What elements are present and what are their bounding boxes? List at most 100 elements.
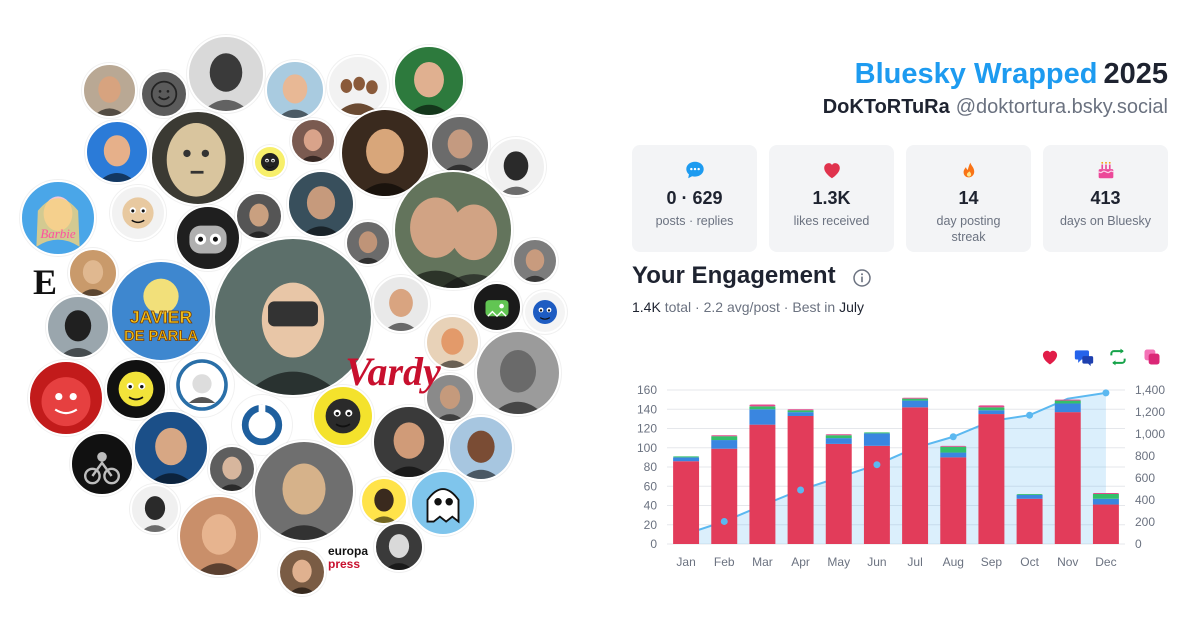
bar-replies [711, 440, 738, 449]
avatar [278, 548, 326, 596]
year-title: 2025 [1103, 58, 1168, 90]
avatar-image [194, 514, 244, 575]
avatar [265, 60, 325, 120]
bar-reposts [1016, 493, 1043, 495]
bar-replies [1054, 403, 1081, 413]
bar-reposts [825, 435, 852, 439]
bar-likes [787, 415, 814, 544]
avatar [410, 470, 476, 536]
avatar [486, 137, 546, 197]
y-left-tick-label: 60 [644, 479, 658, 493]
avatar-image [492, 350, 544, 414]
avatar-image [407, 61, 451, 115]
y-right-tick-label: 1,200 [1135, 405, 1165, 419]
avatar [170, 353, 234, 417]
europa-word: europa [328, 544, 369, 558]
avatar-image [498, 151, 534, 195]
y-left-tick-label: 120 [637, 422, 657, 436]
stat-value: 14 [958, 188, 979, 208]
bar-reposts [1054, 400, 1081, 404]
replies-legend-reply-icon[interactable] [1074, 347, 1094, 367]
stat-value: 413 [1090, 188, 1121, 208]
avatar-image [244, 282, 342, 395]
avatar [130, 484, 180, 534]
bar-replies [863, 433, 890, 446]
avatar-image [300, 129, 326, 162]
cumulative-point [720, 517, 728, 525]
y-left-tick-label: 0 [650, 537, 657, 551]
bar-reposts [749, 406, 776, 410]
avatar-image [41, 377, 91, 427]
barbie-word: Barbie [40, 226, 76, 241]
bar-replies [787, 412, 814, 416]
x-tick-label: Nov [1057, 555, 1078, 569]
y-left-tick-label: 160 [637, 383, 657, 397]
bar-replies [1016, 494, 1043, 499]
quotes-legend-quote-icon[interactable] [1142, 347, 1162, 367]
y-right-tick-label: 400 [1135, 493, 1155, 507]
stat-value: 0 · 629 [666, 188, 723, 208]
europa-press-logo: europa press [328, 545, 374, 570]
y-right-tick-label: 0 [1135, 537, 1142, 551]
x-tick-label: Aug [943, 555, 964, 569]
avatar [472, 282, 522, 332]
de-parla-word: DE PARLA [124, 328, 198, 344]
avatar-image [399, 197, 507, 288]
avatar [448, 415, 514, 481]
bar-reposts [863, 432, 890, 434]
avatar [208, 445, 256, 493]
avatar [523, 290, 567, 334]
avatar-image [166, 123, 226, 197]
vardy-logo: Vardy [345, 349, 441, 394]
bar-quotes [749, 404, 776, 407]
avatar-image [245, 203, 273, 238]
bar-likes [978, 414, 1005, 544]
info-icon[interactable] [852, 268, 872, 288]
user-handle[interactable]: @doktortura.bsky.social [955, 96, 1168, 118]
bar-likes [902, 407, 929, 544]
avatar [133, 410, 209, 486]
avatar-image [522, 249, 548, 282]
bar-replies [940, 452, 967, 458]
bar-quotes [902, 397, 929, 399]
cumulative-point [873, 461, 881, 469]
x-tick-label: Jul [907, 555, 922, 569]
avatar [425, 373, 475, 423]
heart-icon [823, 163, 840, 179]
bar-likes [1092, 504, 1119, 544]
reposts-legend-repost-icon[interactable] [1108, 347, 1128, 367]
avatar [374, 522, 424, 572]
avatar [187, 35, 265, 113]
likes-legend-heart-icon[interactable] [1040, 347, 1060, 367]
avatar [340, 108, 430, 198]
stat-value: 1.3K [812, 188, 851, 208]
bar-likes [863, 445, 890, 544]
stat-label: days on Bluesky [1059, 214, 1152, 228]
avatar-image [485, 300, 509, 318]
brand-title: Bluesky Wrapped [854, 58, 1098, 90]
bar-quotes [940, 445, 967, 447]
bar-quotes [787, 409, 814, 411]
x-tick-label: Jan [676, 555, 695, 569]
x-tick-label: Sep [981, 555, 1003, 569]
avatar: Barbie [20, 180, 96, 256]
cake-icon [1097, 161, 1114, 179]
y-left-tick-label: 20 [644, 518, 658, 532]
bar-quotes [1054, 399, 1081, 401]
cumulative-area [686, 392, 1106, 544]
javier-word: JAVIER [130, 307, 193, 327]
avatar [178, 495, 260, 577]
bar-quotes [711, 435, 738, 437]
bar-likes [1016, 498, 1043, 544]
avatar [393, 45, 465, 117]
x-tick-label: Dec [1095, 555, 1116, 569]
page-title: Bluesky Wrapped 2025 [855, 58, 1168, 91]
avatar [85, 120, 149, 184]
avatar-image [384, 288, 418, 331]
avatar-image [288, 559, 316, 594]
avatar-image [93, 76, 126, 116]
avg-value: 2.2 [703, 299, 724, 315]
bar-likes [749, 424, 776, 544]
avatar [425, 315, 480, 370]
avatar-image [118, 371, 154, 407]
